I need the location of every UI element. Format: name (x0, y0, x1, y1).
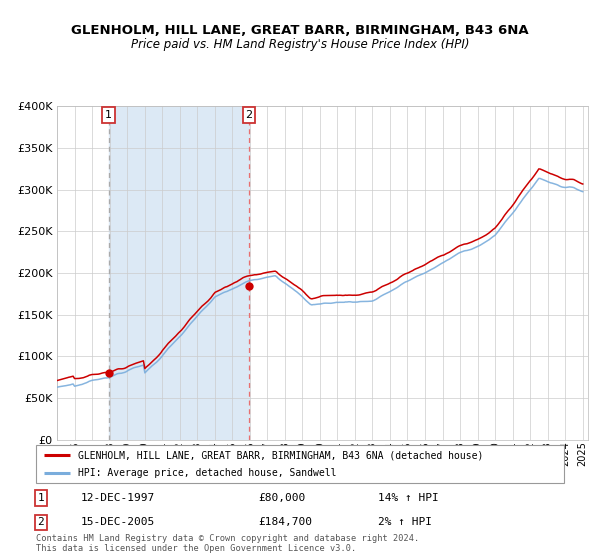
Text: £184,700: £184,700 (258, 517, 312, 528)
FancyBboxPatch shape (36, 445, 564, 483)
Bar (109, 106, 249, 440)
Text: HPI: Average price, detached house, Sandwell: HPI: Average price, detached house, Sand… (78, 468, 337, 478)
Text: £80,000: £80,000 (258, 493, 305, 503)
Text: 12-DEC-1997: 12-DEC-1997 (81, 493, 155, 503)
Text: GLENHOLM, HILL LANE, GREAT BARR, BIRMINGHAM, B43 6NA (detached house): GLENHOLM, HILL LANE, GREAT BARR, BIRMING… (78, 450, 484, 460)
Text: Contains HM Land Registry data © Crown copyright and database right 2024.
This d: Contains HM Land Registry data © Crown c… (36, 534, 419, 553)
Text: 15-DEC-2005: 15-DEC-2005 (81, 517, 155, 528)
Text: 2% ↑ HPI: 2% ↑ HPI (378, 517, 432, 528)
Text: Price paid vs. HM Land Registry's House Price Index (HPI): Price paid vs. HM Land Registry's House … (131, 38, 469, 52)
Text: GLENHOLM, HILL LANE, GREAT BARR, BIRMINGHAM, B43 6NA: GLENHOLM, HILL LANE, GREAT BARR, BIRMING… (71, 24, 529, 38)
Text: 2: 2 (245, 110, 253, 120)
Text: 14% ↑ HPI: 14% ↑ HPI (378, 493, 439, 503)
Text: 2: 2 (37, 517, 44, 528)
Text: 1: 1 (105, 110, 112, 120)
Text: 1: 1 (37, 493, 44, 503)
